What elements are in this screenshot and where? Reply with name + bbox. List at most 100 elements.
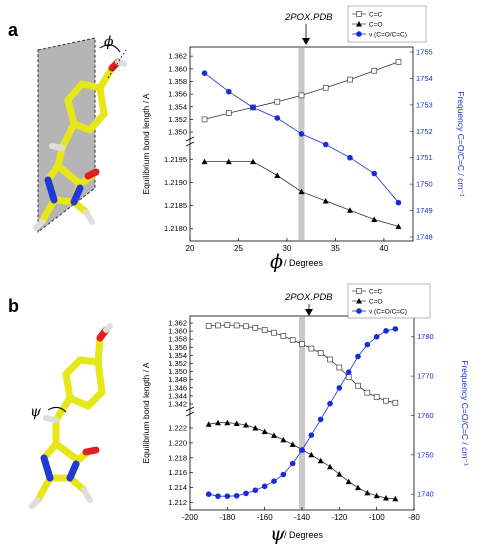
legend-b-co: C=O: [369, 299, 383, 306]
cc-bond-point: [347, 76, 353, 83]
y-lower-tick-label: 1.2195: [164, 155, 187, 164]
cc-bond-point: [252, 325, 259, 331]
x-tick-label: 25: [234, 244, 243, 253]
co-bond-point: [336, 471, 343, 477]
y-upper-tick-label: 1.362: [168, 319, 187, 328]
y-upper-tick-label: 1.358: [168, 77, 187, 86]
co-bond-point: [345, 478, 352, 485]
legend-b-freq: ν (C=O/C=C): [369, 309, 407, 316]
co-bond-point: [308, 451, 315, 458]
co-bond-point: [205, 421, 212, 427]
x-tick-label: -100: [369, 513, 386, 522]
frequency-point: [298, 131, 305, 137]
reference-band: [299, 317, 305, 509]
cc-bond-point: [289, 337, 296, 343]
x-tick-label: 30: [283, 244, 292, 253]
frequency-point: [336, 385, 343, 391]
y-lower-tick-label: 1.222: [168, 423, 187, 432]
cc-bond-point: [274, 98, 281, 105]
molecule-b-angle-label: ψ: [30, 404, 42, 420]
frequency-point: [395, 199, 402, 206]
molecule-a-illustration: ϕ: [33, 34, 127, 234]
y-right-tick-label: 1749: [416, 206, 433, 215]
plot-a-xlabel-unit: / Degrees: [284, 258, 324, 268]
frequency-point: [252, 487, 259, 494]
y-upper-tick-label: 1.356: [168, 90, 187, 99]
y-upper-tick-label: 1.354: [168, 351, 187, 360]
co-bond-point: [395, 223, 402, 229]
plot-b-xlabel-symbol: ψ: [270, 523, 286, 545]
co-bond-point: [271, 432, 277, 438]
frequency-point: [243, 490, 249, 497]
frequency-point: [233, 492, 240, 499]
co-bond-point: [252, 424, 259, 431]
y-right-tick-label: 1748: [416, 233, 433, 242]
cc-bond-point: [395, 59, 402, 65]
panel-b: b: [8, 283, 470, 545]
x-tick-label: 20: [186, 244, 195, 253]
plot-b-ylabel-right: Frequency C=O/C=C / cm⁻¹: [460, 360, 470, 466]
co-bond-point: [224, 419, 231, 426]
frequency-point: [364, 341, 371, 348]
y-upper-tick-label: 1.358: [168, 335, 187, 344]
y-upper-tick-label: 1.360: [168, 327, 187, 336]
cc-bond-point: [373, 394, 380, 400]
frequency-point: [392, 326, 399, 332]
y-upper-tick-label: 1.350: [168, 367, 187, 376]
frequency-point: [280, 471, 287, 478]
cc-bond-point: [383, 397, 389, 404]
co-bond-point: [201, 158, 208, 165]
frequency-point: [274, 115, 281, 121]
plot-a-ylabel-right: Frequency C=O/C=C / cm⁻¹: [456, 91, 466, 197]
reference-band: [298, 48, 305, 240]
frequency-point: [308, 432, 315, 438]
frequency-point: [383, 328, 389, 334]
co-bond-point: [261, 428, 268, 435]
co-bond-point: [373, 492, 380, 499]
y-upper-tick-label: 1.348: [168, 375, 187, 384]
co-bond-point: [317, 457, 324, 464]
legend-a-co: C=O: [369, 22, 383, 29]
x-tick-label: 40: [379, 244, 388, 253]
y-upper-tick-label: 1.352: [168, 359, 187, 368]
y-lower-tick-label: 1.2185: [164, 201, 187, 210]
frequency-point: [345, 369, 352, 375]
y-right-tick-label: 1760: [417, 411, 434, 420]
cc-bond-point: [322, 84, 329, 91]
co-bond-point: [215, 419, 221, 426]
frequency-point: [215, 493, 221, 499]
cc-bond-point: [243, 323, 249, 330]
frequency-point: [271, 478, 277, 485]
x-tick-label: -160: [257, 513, 274, 522]
y-lower-tick-label: 1.2190: [164, 178, 187, 187]
y-right-tick-label: 1755: [416, 48, 433, 57]
frequency-point: [250, 104, 256, 111]
y-upper-tick-label: 1.344: [168, 391, 187, 400]
cc-bond-point: [224, 322, 231, 328]
co-bond-point: [322, 197, 329, 204]
cc-bond-point: [392, 399, 399, 406]
y-right-tick-label: 1750: [417, 450, 434, 459]
co-bond-point: [233, 420, 240, 426]
y-lower-tick-label: 1.2180: [164, 224, 187, 233]
cc-bond-point: [261, 327, 268, 333]
frequency-point: [322, 141, 329, 148]
plot-b-legend: C=C C=O ν (C=O/C=C): [347, 283, 431, 319]
x-tick-label: -200: [182, 513, 199, 522]
y-lower-tick-label: 1.218: [168, 453, 187, 462]
cc-bond-point: [336, 364, 343, 371]
frequency-point: [355, 353, 361, 360]
x-tick-label: -140: [294, 513, 311, 522]
plot-b-ylabel-left: Equilibrium bond length / A: [141, 362, 151, 463]
y-lower-tick-label: 1.220: [168, 438, 187, 447]
plot-b-xlabel-unit: / Degrees: [284, 530, 324, 540]
y-right-tick-label: 1740: [417, 490, 434, 499]
frequency-point: [317, 416, 324, 423]
co-bond-point: [383, 495, 389, 501]
axis-break-mark: [185, 136, 195, 142]
x-tick-label: -80: [408, 513, 420, 522]
y-lower-tick-label: 1.216: [168, 468, 187, 477]
molecule-a-angle-label: ϕ: [104, 34, 114, 50]
y-upper-tick-label: 1.350: [168, 128, 187, 137]
